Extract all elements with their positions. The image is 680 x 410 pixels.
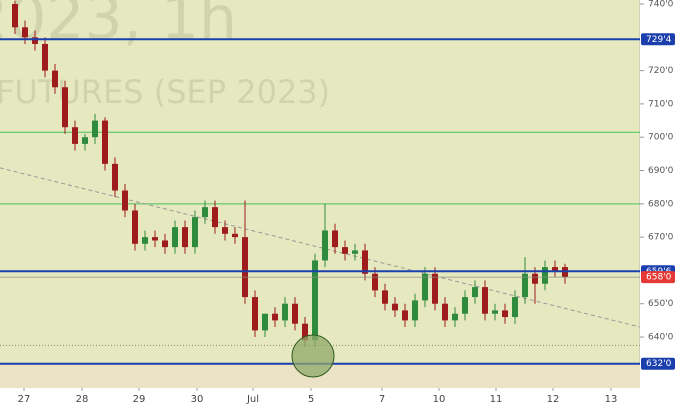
candle-body — [292, 303, 298, 324]
candle-body — [362, 250, 368, 274]
level-label: 729'4 — [646, 35, 672, 45]
candle-body — [422, 273, 428, 301]
candle-body — [22, 27, 28, 38]
candle-body — [262, 313, 268, 331]
x-tick-label: 13 — [605, 394, 618, 405]
candle-body — [232, 233, 238, 238]
candle-body — [62, 87, 68, 128]
candle-body — [282, 303, 288, 321]
candle-body — [182, 227, 188, 248]
candle-body — [212, 207, 218, 228]
x-tick-label: 28 — [76, 394, 89, 405]
candle-body — [122, 190, 128, 211]
level-label: 632'0 — [646, 359, 672, 369]
candle-body — [312, 260, 318, 341]
y-tick-label: 640'0 — [648, 333, 674, 343]
level-label-box — [641, 33, 675, 46]
candle-body — [72, 127, 78, 144]
candle-body — [472, 287, 478, 298]
candle-body — [162, 240, 168, 248]
plot-background — [0, 0, 640, 388]
candle-body — [502, 310, 508, 318]
candle-body — [152, 237, 158, 241]
candle-body — [372, 273, 378, 291]
trendline — [0, 167, 641, 328]
candle-body — [222, 227, 228, 234]
last-price-label: 658'0 — [646, 273, 672, 283]
candle-body — [242, 237, 248, 298]
candle-body — [382, 290, 388, 304]
candle-body — [462, 297, 468, 314]
candle-body — [532, 273, 538, 284]
candle-body — [392, 303, 398, 311]
price-axis — [640, 0, 680, 410]
candle-body — [452, 313, 458, 321]
y-tick-label: 650'0 — [648, 299, 674, 309]
candle-body — [332, 230, 338, 248]
circle-annotation — [291, 334, 335, 378]
candle-body — [252, 297, 258, 331]
y-tick-label: 700'0 — [648, 133, 674, 143]
y-tick-label: 670'0 — [648, 233, 674, 243]
candle-body — [12, 3, 18, 28]
candle-body — [82, 137, 88, 144]
candle-body — [522, 273, 528, 298]
y-tick-label: 740'0 — [648, 0, 674, 9]
x-tick-label: 29 — [133, 394, 146, 405]
candle-body — [302, 323, 308, 341]
x-tick-label: 5 — [308, 394, 314, 405]
x-tick-label: 12 — [547, 394, 560, 405]
x-tick-label: 7 — [379, 394, 385, 405]
time-axis — [0, 388, 640, 410]
candle-body — [552, 267, 558, 271]
candle-body — [102, 120, 108, 164]
candle-body — [92, 120, 98, 138]
candle-body — [512, 297, 518, 318]
x-tick-label: 30 — [191, 394, 204, 405]
candle-body — [402, 310, 408, 321]
candle-body — [32, 37, 38, 44]
y-tick-label: 720'0 — [648, 66, 674, 76]
x-tick-label: Jul — [246, 394, 259, 405]
candle-body — [492, 310, 498, 314]
candle-body — [322, 230, 328, 261]
y-tick-label: 710'0 — [648, 99, 674, 109]
candle-body — [412, 300, 418, 321]
candle-body — [112, 163, 118, 191]
candle-body — [142, 237, 148, 244]
last-price-box — [641, 271, 675, 284]
candle-body — [482, 287, 488, 314]
candle-body — [342, 247, 348, 254]
candle-body — [52, 70, 58, 88]
candle-body — [42, 43, 48, 71]
candle-body — [542, 267, 548, 284]
candle-body — [442, 303, 448, 321]
candle-body — [272, 313, 278, 321]
candle-body — [132, 210, 138, 244]
x-tick-label: 10 — [433, 394, 446, 405]
candle-body — [202, 207, 208, 218]
watermark-subtitle: FUTURES (SEP 2023) — [0, 73, 330, 111]
candle-body — [432, 273, 438, 304]
x-tick-label: 11 — [490, 394, 503, 405]
watermark-title: 2023, 1h — [0, 0, 237, 54]
candle-body — [352, 250, 358, 254]
candle-body — [192, 217, 198, 248]
y-tick-label: 690'0 — [648, 166, 674, 176]
x-tick-label: 27 — [18, 394, 31, 405]
level-label-box — [641, 357, 675, 370]
y-tick-label: 680'0 — [648, 199, 674, 209]
candle-body — [172, 227, 178, 248]
